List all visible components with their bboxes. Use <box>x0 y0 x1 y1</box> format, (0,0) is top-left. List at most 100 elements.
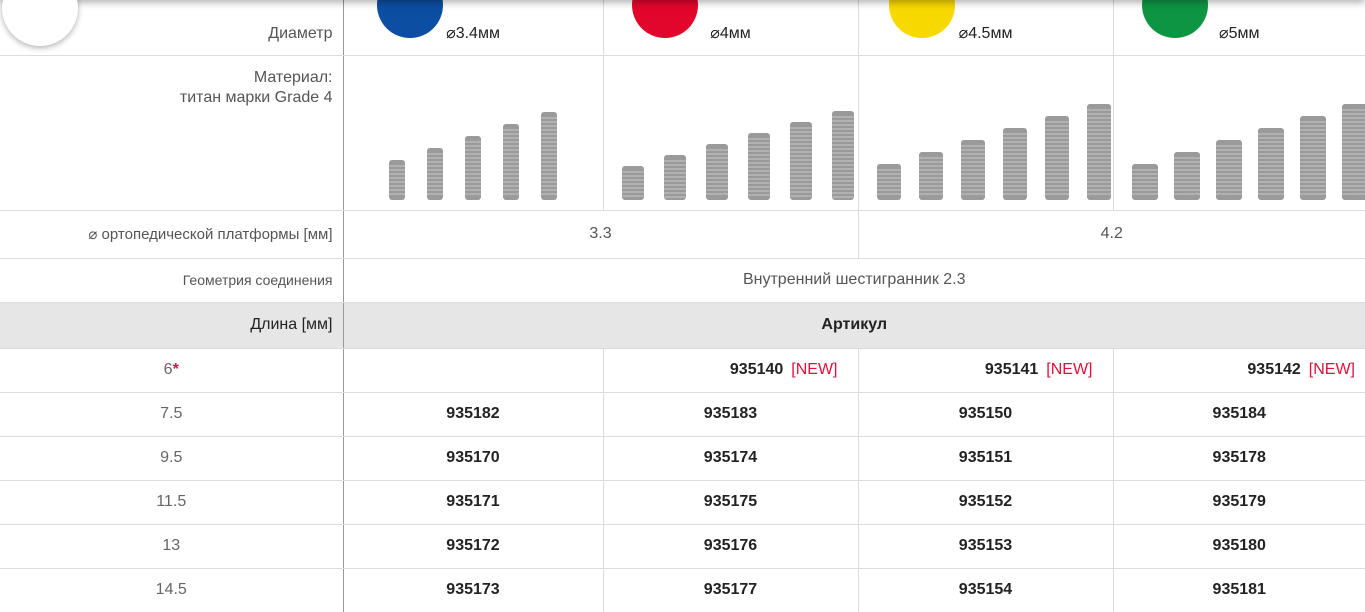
implant <box>832 111 854 200</box>
length: 9.5 <box>160 449 182 466</box>
code-cell: 935177 <box>603 568 858 612</box>
new-flag: [NEW] <box>1309 361 1355 378</box>
implant-images <box>859 60 1113 210</box>
implant-table: Диаметр⌀3.4мм⌀4мм⌀4.5мм⌀5ммМатериал:тита… <box>0 0 1365 612</box>
length: 11.5 <box>156 493 186 510</box>
article-code: 935183 <box>704 405 757 422</box>
code-cell: 935153 <box>858 524 1113 568</box>
implant-images <box>344 60 598 210</box>
table-row: 13 935172 935176 935153 935180 <box>0 524 1365 568</box>
code-cell: 935181 <box>1113 568 1365 612</box>
code-cell: 935173 <box>343 568 603 612</box>
diameter: ⌀3.4мм <box>446 25 500 42</box>
image-cell <box>1113 55 1365 210</box>
code-cell: 935150 <box>858 392 1113 436</box>
table-row: 6*935140[NEW]935141[NEW]935142[NEW] <box>0 348 1365 392</box>
article-code: 935175 <box>704 493 757 510</box>
article-code: 935184 <box>1213 405 1266 422</box>
diameter: ⌀4.5мм <box>959 25 1013 42</box>
length: 7.5 <box>160 405 182 422</box>
page: Диаметр⌀3.4мм⌀4мм⌀4.5мм⌀5ммМатериал:тита… <box>0 0 1365 612</box>
implant-images <box>1114 60 1365 210</box>
table-row: 14.5 935173 935177 935154 935181 <box>0 568 1365 612</box>
row-label: Материал:титан марки Grade 4 <box>0 55 343 210</box>
article-code: 935152 <box>959 493 1012 510</box>
table-row: Материал:титан марки Grade 4 <box>0 55 1365 210</box>
code-cell: 935171 <box>343 480 603 524</box>
article-code: 935153 <box>959 537 1012 554</box>
platform-cell: 3.3 <box>343 210 858 258</box>
article-code: 935178 <box>1213 449 1266 466</box>
row-label: ⌀ ортопедической платформы [мм] <box>0 210 343 258</box>
material-label: Материал: <box>0 68 333 88</box>
code-cell: 935151 <box>858 436 1113 480</box>
implant <box>919 152 943 200</box>
article-code: 935180 <box>1213 537 1266 554</box>
length-cell: 6* <box>0 348 343 392</box>
code-cell: 935141[NEW] <box>858 348 1113 392</box>
header-cell: Артикул <box>343 302 1365 348</box>
material-label: титан марки Grade 4 <box>0 88 333 108</box>
code-cell: 935184 <box>1113 392 1365 436</box>
table-row: 9.5 935170 935174 935151 935178 <box>0 436 1365 480</box>
length-cell: 13 <box>0 524 343 568</box>
length: 14.5 <box>156 581 187 598</box>
article-code: 935177 <box>704 581 757 598</box>
code-cell <box>343 348 603 392</box>
article-code: 935173 <box>446 581 499 598</box>
article-code: 935171 <box>446 493 499 510</box>
article-code: 935174 <box>704 449 757 466</box>
header-label: Длина [мм] <box>0 302 343 348</box>
length: 13 <box>162 537 180 554</box>
code-cell: 935179 <box>1113 480 1365 524</box>
article-code: 935182 <box>446 405 499 422</box>
footnote-mark: * <box>173 361 179 378</box>
article-code: 935142 <box>1247 361 1300 378</box>
implant <box>541 112 557 200</box>
code-cell: 935172 <box>343 524 603 568</box>
article-code: 935172 <box>446 537 499 554</box>
length-cell: 14.5 <box>0 568 343 612</box>
code-cell: 935178 <box>1113 436 1365 480</box>
code-cell: 935140 [NEW] <box>603 348 858 392</box>
article-code: 935151 <box>959 449 1012 466</box>
connection-cell: Внутренний шестигранник 2.3 <box>343 258 1365 302</box>
row-label: Геометрия соединения <box>0 258 343 302</box>
length-cell: 7.5 <box>0 392 343 436</box>
code-cell: 935154 <box>858 568 1113 612</box>
article-code: 935170 <box>446 449 499 466</box>
length: 6 <box>164 361 173 378</box>
code-cell: 935180 <box>1113 524 1365 568</box>
implant <box>706 144 728 200</box>
article-code: 935179 <box>1213 493 1266 510</box>
new-flag: [NEW] <box>791 361 837 378</box>
article-code: 935176 <box>704 537 757 554</box>
article-code: 935154 <box>959 581 1012 598</box>
new-flag: [NEW] <box>1046 361 1092 378</box>
image-cell <box>603 55 858 210</box>
length-cell: 11.5 <box>0 480 343 524</box>
diameter: ⌀4мм <box>710 25 751 42</box>
diameter: ⌀5мм <box>1219 25 1260 42</box>
implant <box>1003 128 1027 200</box>
image-cell <box>858 55 1113 210</box>
code-cell: 935152 <box>858 480 1113 524</box>
implant-images <box>604 60 858 210</box>
code-cell: 935182 <box>343 392 603 436</box>
table-row: 11.5 935171 935175 935152 935179 <box>0 480 1365 524</box>
implant <box>1174 152 1200 200</box>
code-cell: 935175 <box>603 480 858 524</box>
table-row: Длина [мм]Артикул <box>0 302 1365 348</box>
platform-cell: 4.2 <box>858 210 1365 258</box>
article-code: 935150 <box>959 405 1012 422</box>
code-cell: 935174 <box>603 436 858 480</box>
length-cell: 9.5 <box>0 436 343 480</box>
table-row: 7.5 935182 935183 935150 935184 <box>0 392 1365 436</box>
code-cell: 935142 [NEW] <box>1113 348 1365 392</box>
code-cell: 935183 <box>603 392 858 436</box>
image-cell <box>343 55 603 210</box>
code-cell: 935170 <box>343 436 603 480</box>
article-code: 935140 <box>730 361 783 378</box>
